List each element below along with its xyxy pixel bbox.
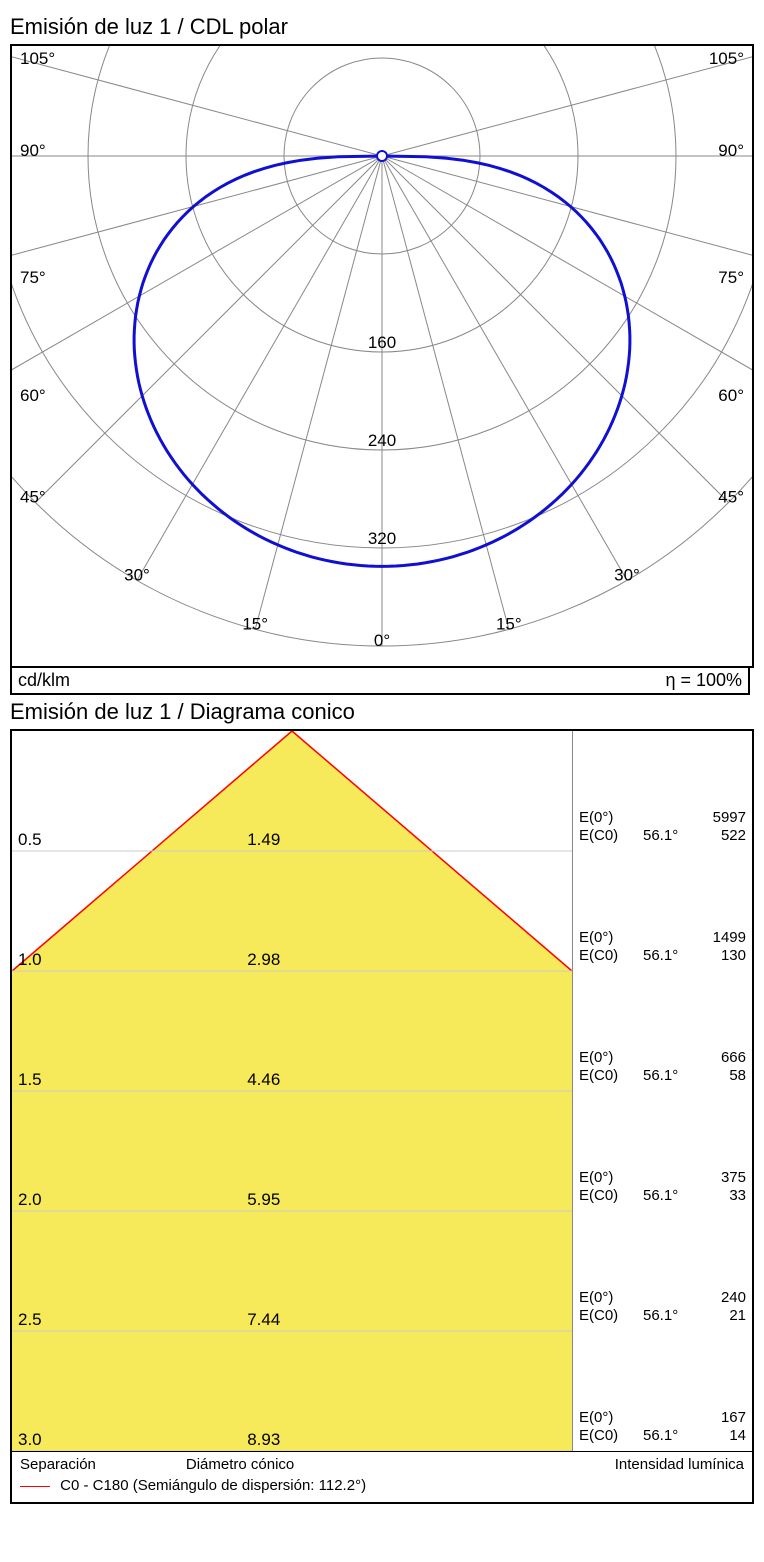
svg-text:105°: 105° (709, 49, 744, 68)
svg-text:320: 320 (368, 529, 396, 548)
cone-e0: 5997 (713, 809, 746, 826)
svg-text:60°: 60° (20, 386, 46, 405)
cone-value: E(C0) (579, 947, 618, 964)
cone-e0: 240 (721, 1289, 746, 1306)
polar-title: Emisión de luz 1 / CDL polar (10, 14, 754, 40)
cone-e0: 1499 (713, 929, 746, 946)
polar-footer: cd/klm η = 100% (10, 668, 750, 695)
cone-value: E(0°) (579, 929, 613, 946)
cone-value: E(C0) (579, 827, 618, 844)
svg-text:2.0: 2.0 (18, 1190, 42, 1209)
cone-value: 56.1° (643, 827, 678, 844)
svg-text:60°: 60° (718, 386, 744, 405)
cone-ec0: 58 (729, 1067, 746, 1084)
cone-value: E(C0) (579, 1307, 618, 1324)
svg-text:30°: 30° (614, 565, 640, 584)
cone-ec0: 14 (729, 1427, 746, 1444)
cone-value: E(C0) (579, 1067, 618, 1084)
svg-text:90°: 90° (718, 141, 744, 160)
polar-chart: 160 240 320 105° 90° 75° 60° 45° 30° 15° 0° 15° 30° 4… (10, 44, 754, 668)
cone-footer: Separación Diámetro cónico Intensidad lu… (12, 1451, 752, 1502)
cone-value: E(C0) (579, 1187, 618, 1204)
cone-value: E(C0) (579, 1427, 618, 1444)
svg-text:45°: 45° (718, 487, 744, 506)
cone-value: E(0°) (579, 1169, 613, 1186)
cone-value: E(0°) (579, 1289, 613, 1306)
cone-value: 56.1° (643, 1427, 678, 1444)
svg-text:0°: 0° (374, 631, 390, 650)
svg-text:160: 160 (368, 333, 396, 352)
svg-text:75°: 75° (718, 268, 744, 287)
svg-text:45°: 45° (20, 487, 46, 506)
cone-ec0: 21 (729, 1307, 746, 1324)
svg-text:15°: 15° (242, 614, 268, 633)
cone-e0: 167 (721, 1409, 746, 1426)
svg-text:0.5: 0.5 (18, 830, 42, 849)
cone-e0: 666 (721, 1049, 746, 1066)
svg-text:2.5: 2.5 (18, 1310, 42, 1329)
svg-text:7.44: 7.44 (247, 1310, 280, 1329)
svg-text:30°: 30° (124, 565, 150, 584)
cone-e0: 375 (721, 1169, 746, 1186)
legend-swatch (20, 1486, 50, 1487)
footer-col-intensidad: Intensidad lumínica (615, 1456, 744, 1473)
cone-title: Emisión de luz 1 / Diagrama conico (10, 699, 754, 725)
cone-value: 56.1° (643, 1187, 678, 1204)
cone-value: E(0°) (579, 1049, 613, 1066)
svg-text:4.46: 4.46 (247, 1070, 280, 1089)
polar-footer-left: cd/klm (18, 670, 70, 691)
svg-text:1.0: 1.0 (18, 950, 42, 969)
cone-value: E(0°) (579, 809, 613, 826)
cone-value: 56.1° (643, 1307, 678, 1324)
cone-diagram: 0.5 1.49 1.0 2.98 1.5 4.46 2.0 5.95 2.5 7.44 3.0 8.… (10, 729, 754, 1504)
cone-value: 56.1° (643, 1067, 678, 1084)
footer-col-separacion: Separación (20, 1456, 96, 1473)
polar-footer-right: η = 100% (665, 670, 742, 691)
svg-text:240: 240 (368, 431, 396, 450)
cone-ec0: 522 (721, 827, 746, 844)
svg-text:1.49: 1.49 (247, 830, 280, 849)
svg-text:75°: 75° (20, 268, 46, 287)
cone-value: E(0°) (579, 1409, 613, 1426)
svg-text:5.95: 5.95 (247, 1190, 280, 1209)
cone-ec0: 130 (721, 947, 746, 964)
svg-text:90°: 90° (20, 141, 46, 160)
svg-text:15°: 15° (496, 614, 522, 633)
svg-text:3.0: 3.0 (18, 1430, 42, 1449)
footer-legend: C0 - C180 (Semiángulo de dispersión: 112… (60, 1477, 366, 1494)
footer-col-diametro: Diámetro cónico (186, 1456, 294, 1473)
svg-text:2.98: 2.98 (247, 950, 280, 969)
svg-text:105°: 105° (20, 49, 55, 68)
cone-ec0: 33 (729, 1187, 746, 1204)
cone-value: 56.1° (643, 947, 678, 964)
svg-text:1.5: 1.5 (18, 1070, 42, 1089)
svg-text:8.93: 8.93 (247, 1430, 280, 1449)
